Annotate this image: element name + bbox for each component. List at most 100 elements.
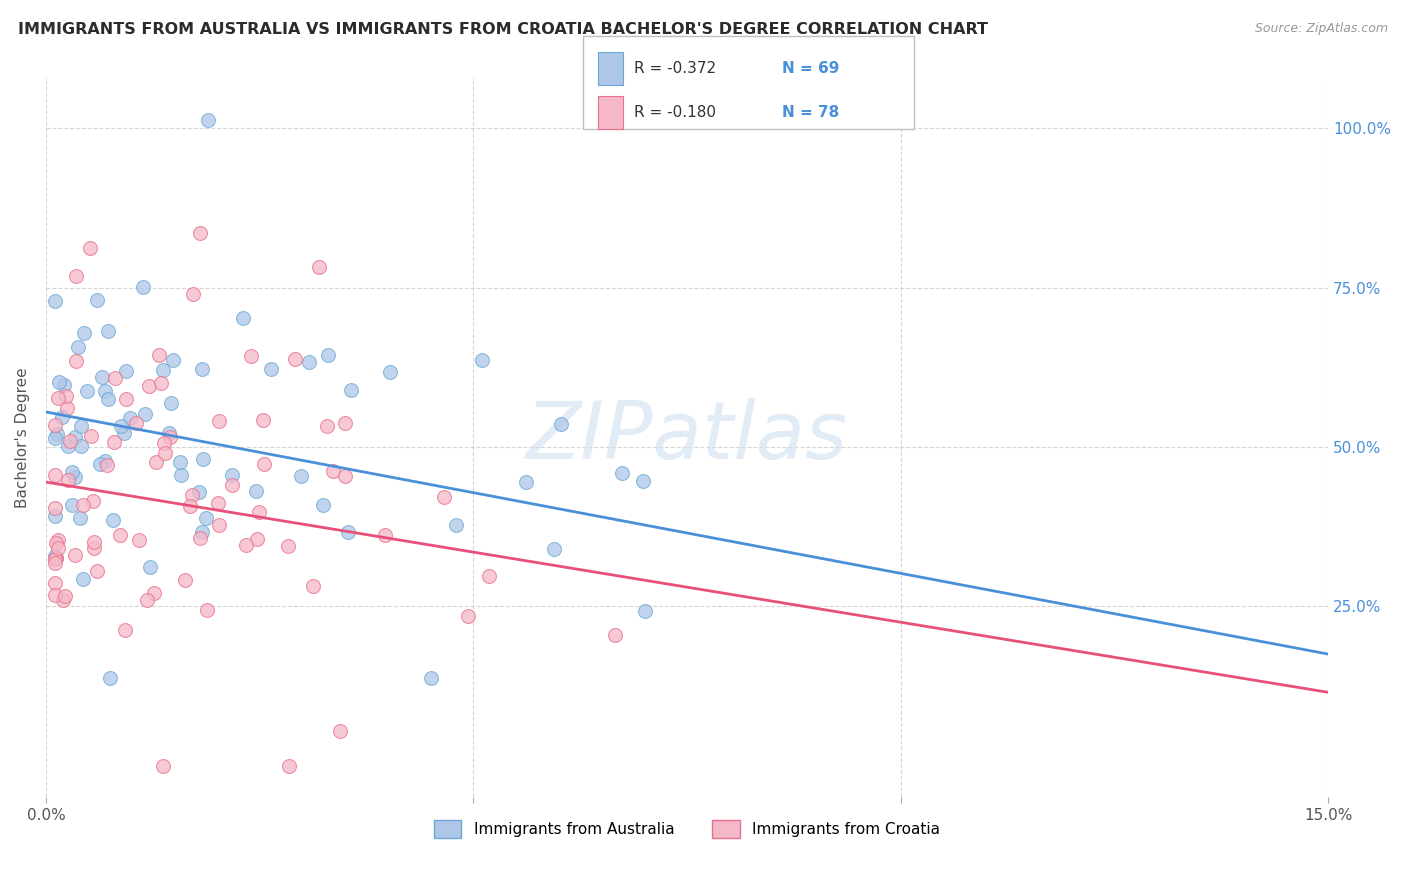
Point [153,435,176,450]
Point [135,592,157,607]
Point [63,430,86,444]
Point [179,499,201,513]
Point [240,349,263,363]
Point [51,409,73,424]
Point [278,758,301,772]
Point [335,416,357,430]
Point [446,517,468,532]
Point [112,425,135,440]
Text: ZIPatlas: ZIPatlas [526,399,848,476]
Point [152,362,174,376]
Point [246,532,269,546]
Point [83,541,105,556]
Point [44,509,66,524]
Point [142,586,165,600]
Point [44,557,66,571]
Point [433,491,456,505]
Point [83,534,105,549]
Point [103,435,125,450]
Text: R = -0.180: R = -0.180 [634,105,716,120]
Point [46,541,69,556]
Point [471,353,494,368]
Point [44,293,66,308]
Point [378,365,401,379]
Point [70,439,93,453]
Point [543,541,565,556]
Point [120,411,142,425]
Point [94,454,117,468]
Point [103,512,125,526]
Point [56,401,79,416]
Point [260,362,283,376]
Point [44,588,66,602]
Point [197,602,219,616]
Point [98,671,121,685]
Point [134,407,156,421]
Point [79,241,101,255]
Point [131,280,153,294]
Point [63,470,86,484]
Point [318,348,340,362]
Point [44,418,66,433]
Y-axis label: Bachelor's Degree: Bachelor's Degree [15,368,30,508]
Point [72,572,94,586]
Point [478,569,501,583]
Point [69,510,91,524]
Point [302,579,325,593]
Point [114,623,136,637]
Point [235,538,257,552]
Point [208,414,231,428]
Point [312,498,335,512]
Point [162,353,184,368]
Point [159,430,181,444]
Point [298,355,321,369]
Point [53,589,76,603]
Point [197,113,219,128]
Point [634,604,657,618]
Point [253,458,276,472]
Point [457,608,479,623]
Point [44,501,66,516]
Point [45,551,67,566]
Point [139,560,162,574]
Point [138,378,160,392]
Point [46,427,69,442]
Point [152,758,174,772]
Point [66,340,89,354]
Point [97,324,120,338]
Point [44,431,66,445]
Point [80,429,103,443]
Point [89,457,111,471]
Point [145,455,167,469]
Point [308,260,330,274]
Point [104,371,127,385]
Point [191,451,214,466]
Point [65,269,87,284]
Point [45,535,67,549]
Point [58,439,80,453]
Point [329,723,352,738]
Point [115,392,138,407]
Point [73,326,96,340]
Point [221,467,243,482]
Point [55,389,77,403]
Point [316,418,339,433]
Point [44,549,66,564]
Point [86,564,108,578]
Point [221,478,243,492]
Point [115,364,138,378]
Point [149,376,172,390]
Point [110,418,132,433]
Point [52,593,75,607]
Point [190,226,212,240]
Point [207,496,229,510]
Point [82,494,104,508]
Point [69,418,91,433]
Point [169,455,191,469]
Point [191,362,214,376]
Point [284,351,307,366]
Point [44,468,66,483]
Point [277,539,299,553]
Point [108,528,131,542]
Point [60,498,83,512]
